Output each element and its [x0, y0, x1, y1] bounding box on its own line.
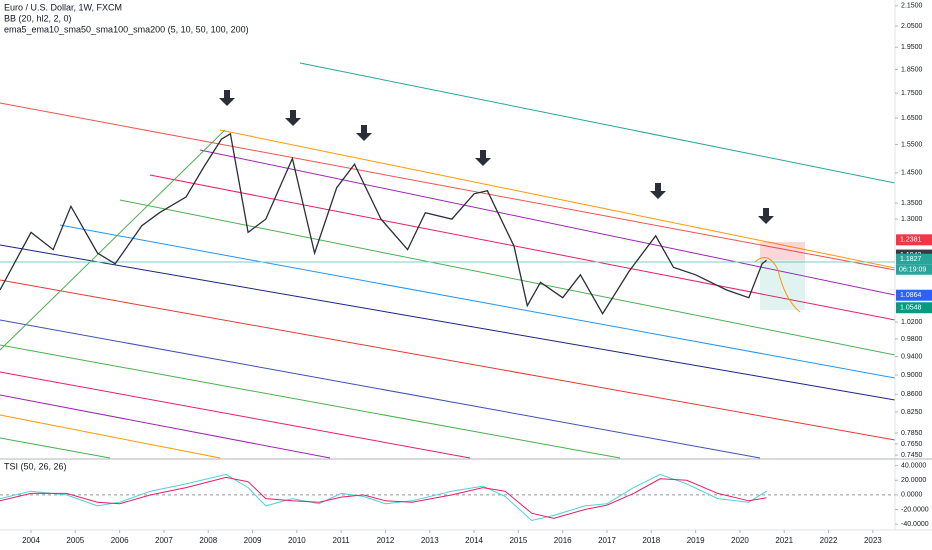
price-badge-label: 1.0864	[900, 292, 922, 299]
y-tick-label: 0.9400	[901, 353, 923, 360]
y-tick-label: 1.4500	[901, 170, 923, 177]
x-tick-label: 2008	[199, 536, 217, 545]
x-tick-label: 2021	[775, 536, 793, 545]
indicator-label: TSI (50, 26, 26)	[4, 461, 67, 471]
price-badge-label: 1.2381	[900, 237, 922, 244]
y-tick-label: 2.0500	[901, 23, 923, 30]
y-tick-label: 1.3000	[901, 216, 923, 223]
x-tick-label: 2006	[111, 536, 129, 545]
y-tick-label: 2.1500	[901, 3, 923, 10]
price-badge	[896, 253, 932, 265]
indicator-label: ema5_ema10_sma50_sma100_sma200 (5, 10, 5…	[4, 24, 249, 34]
arrows	[219, 90, 774, 224]
x-tick-label: 2005	[66, 536, 84, 545]
y-tick-label: 0.7450	[901, 452, 923, 459]
price-line	[0, 473, 767, 522]
y-tick-label: 1.0200	[901, 319, 923, 326]
x-tick-label: 2015	[509, 536, 527, 545]
trend-lines	[0, 62, 896, 459]
price-badge	[896, 289, 932, 301]
price-badge	[896, 234, 932, 246]
price-badge-label: 1.0548	[900, 305, 922, 312]
x-tick-label: 2019	[687, 536, 705, 545]
y-tick-label: 1.6500	[901, 115, 923, 122]
x-tick-label: 2004	[22, 536, 40, 545]
y-tick-label: 1.5500	[901, 141, 923, 148]
y-tick-label: 1.8500	[901, 66, 923, 73]
x-tick-label: 2013	[421, 536, 439, 545]
y-tick-label: 1.7500	[901, 90, 923, 97]
y-tick-label: 1.9500	[901, 44, 923, 51]
y-tick-label: 40.0000	[901, 462, 926, 469]
price-badge	[896, 302, 932, 314]
x-tick-label: 2017	[598, 536, 616, 545]
y-tick-label: 0.7850	[901, 430, 923, 437]
y-tick-label: 20.0000	[901, 477, 926, 484]
x-tick-label: 2010	[288, 536, 306, 545]
price-line	[0, 476, 767, 519]
price-badge-label: 1.1827	[900, 256, 922, 263]
price-line	[0, 132, 767, 315]
y-tick-label: -40.0000	[901, 521, 929, 528]
countdown-badge	[896, 264, 932, 275]
y-tick-label: 0.8250	[901, 409, 923, 416]
y-tick-label: 1.3500	[901, 200, 923, 207]
x-tick-label: 2014	[465, 536, 483, 545]
y-tick-label: 0.0000	[901, 492, 923, 499]
y-tick-label: 0.8600	[901, 391, 923, 398]
chart-title: Euro / U.S. Dollar, 1W, FXCM	[4, 2, 122, 12]
y-tick-label: -20.0000	[901, 506, 929, 513]
x-tick-label: 2007	[155, 536, 173, 545]
x-tick-label: 2023	[864, 536, 882, 545]
x-tick-label: 2011	[333, 536, 351, 545]
x-tick-label: 2018	[642, 536, 660, 545]
y-tick-label: 0.9800	[901, 336, 923, 343]
y-tick-label: 0.7650	[901, 441, 923, 448]
x-tick-label: 2022	[820, 536, 838, 545]
y-tick-label: 0.9000	[901, 372, 923, 379]
x-tick-label: 2016	[554, 536, 572, 545]
x-tick-label: 2012	[377, 536, 395, 545]
countdown-label: 06:19:09	[899, 267, 926, 274]
x-tick-label: 2009	[244, 536, 262, 545]
x-tick-label: 2020	[731, 536, 749, 545]
indicator-label: BB (20, hl2, 2, 0)	[4, 13, 72, 23]
